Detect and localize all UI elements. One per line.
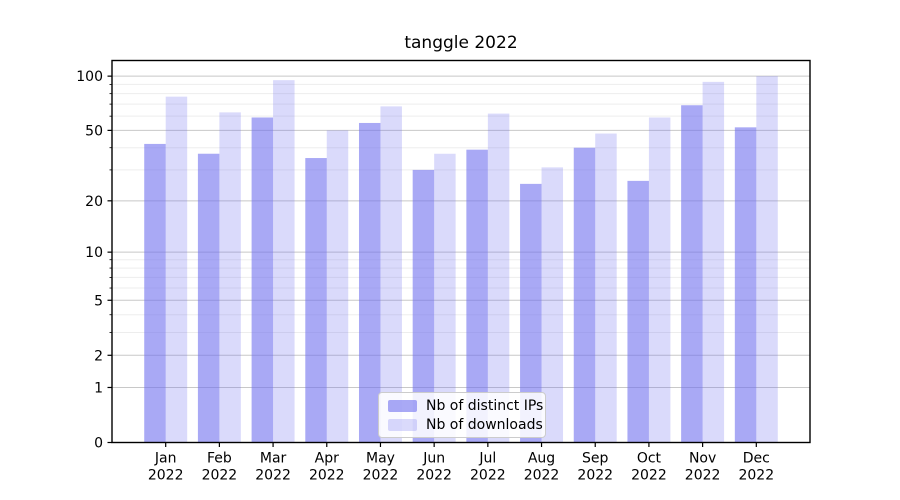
- bar-downloads: [648, 117, 671, 443]
- y-tick-label: 5: [94, 293, 103, 309]
- legend-label-downloads: Nb of downloads: [426, 416, 543, 433]
- y-tick-label: 100: [76, 69, 103, 85]
- bar-distinct-ips: [466, 149, 488, 443]
- bar-downloads: [595, 133, 617, 443]
- legend: Nb of distinct IPs Nb of downloads: [378, 392, 546, 438]
- legend-label-distinct-ips: Nb of distinct IPs: [426, 397, 544, 414]
- x-tick-label: Oct 2022: [631, 451, 667, 484]
- x-tick-label: Aug 2022: [524, 451, 560, 484]
- x-tick-label: Nov 2022: [685, 451, 721, 484]
- bar-distinct-ips: [251, 117, 274, 443]
- y-tick-label: 1: [94, 380, 103, 396]
- y-tick-label: 2: [94, 348, 103, 364]
- bar-distinct-ips: [144, 143, 166, 443]
- x-tick-label: Sep 2022: [577, 451, 613, 484]
- y-tick-label: 50: [85, 123, 103, 139]
- bar-distinct-ips: [734, 127, 757, 443]
- bar-downloads: [434, 153, 456, 443]
- legend-item-distinct-ips: Nb of distinct IPs: [379, 398, 545, 414]
- y-tick-label: 20: [85, 194, 103, 210]
- bar-distinct-ips: [520, 183, 542, 443]
- x-tick-label: Feb 2022: [202, 451, 238, 484]
- bar-distinct-ips: [627, 180, 649, 443]
- bar-distinct-ips: [412, 169, 435, 443]
- chart-title: tanggle 2022: [404, 33, 518, 53]
- bar-downloads: [541, 167, 564, 443]
- x-tick-label: Apr 2022: [309, 451, 345, 484]
- bar-distinct-ips: [197, 153, 220, 443]
- bar-distinct-ips: [305, 158, 327, 443]
- legend-swatch-downloads: [388, 418, 417, 431]
- x-tick-label: Mar 2022: [255, 451, 291, 484]
- bar-downloads: [487, 113, 510, 443]
- bar-distinct-ips: [573, 147, 596, 443]
- legend-swatch-distinct-ips: [388, 399, 417, 412]
- x-tick-label: Jul 2022: [470, 451, 506, 484]
- y-tick-label: 0: [94, 436, 103, 452]
- axis-frame: [111, 59, 811, 444]
- bar-downloads: [326, 130, 349, 443]
- bar-downloads: [702, 81, 725, 443]
- bar-downloads: [756, 76, 778, 443]
- x-tick-label: Jan 2022: [148, 451, 184, 484]
- legend-item-downloads: Nb of downloads: [379, 417, 545, 433]
- bar-downloads: [380, 106, 402, 443]
- x-tick-label: May 2022: [363, 451, 399, 484]
- x-tick-label: Dec 2022: [738, 451, 774, 484]
- y-tick-label: 10: [85, 245, 103, 261]
- bar-distinct-ips: [681, 105, 703, 443]
- x-tick-label: Jun 2022: [416, 451, 452, 484]
- bar-downloads: [165, 96, 188, 443]
- bar-downloads: [219, 112, 241, 443]
- bar-downloads: [273, 80, 295, 443]
- bar-distinct-ips: [358, 122, 381, 443]
